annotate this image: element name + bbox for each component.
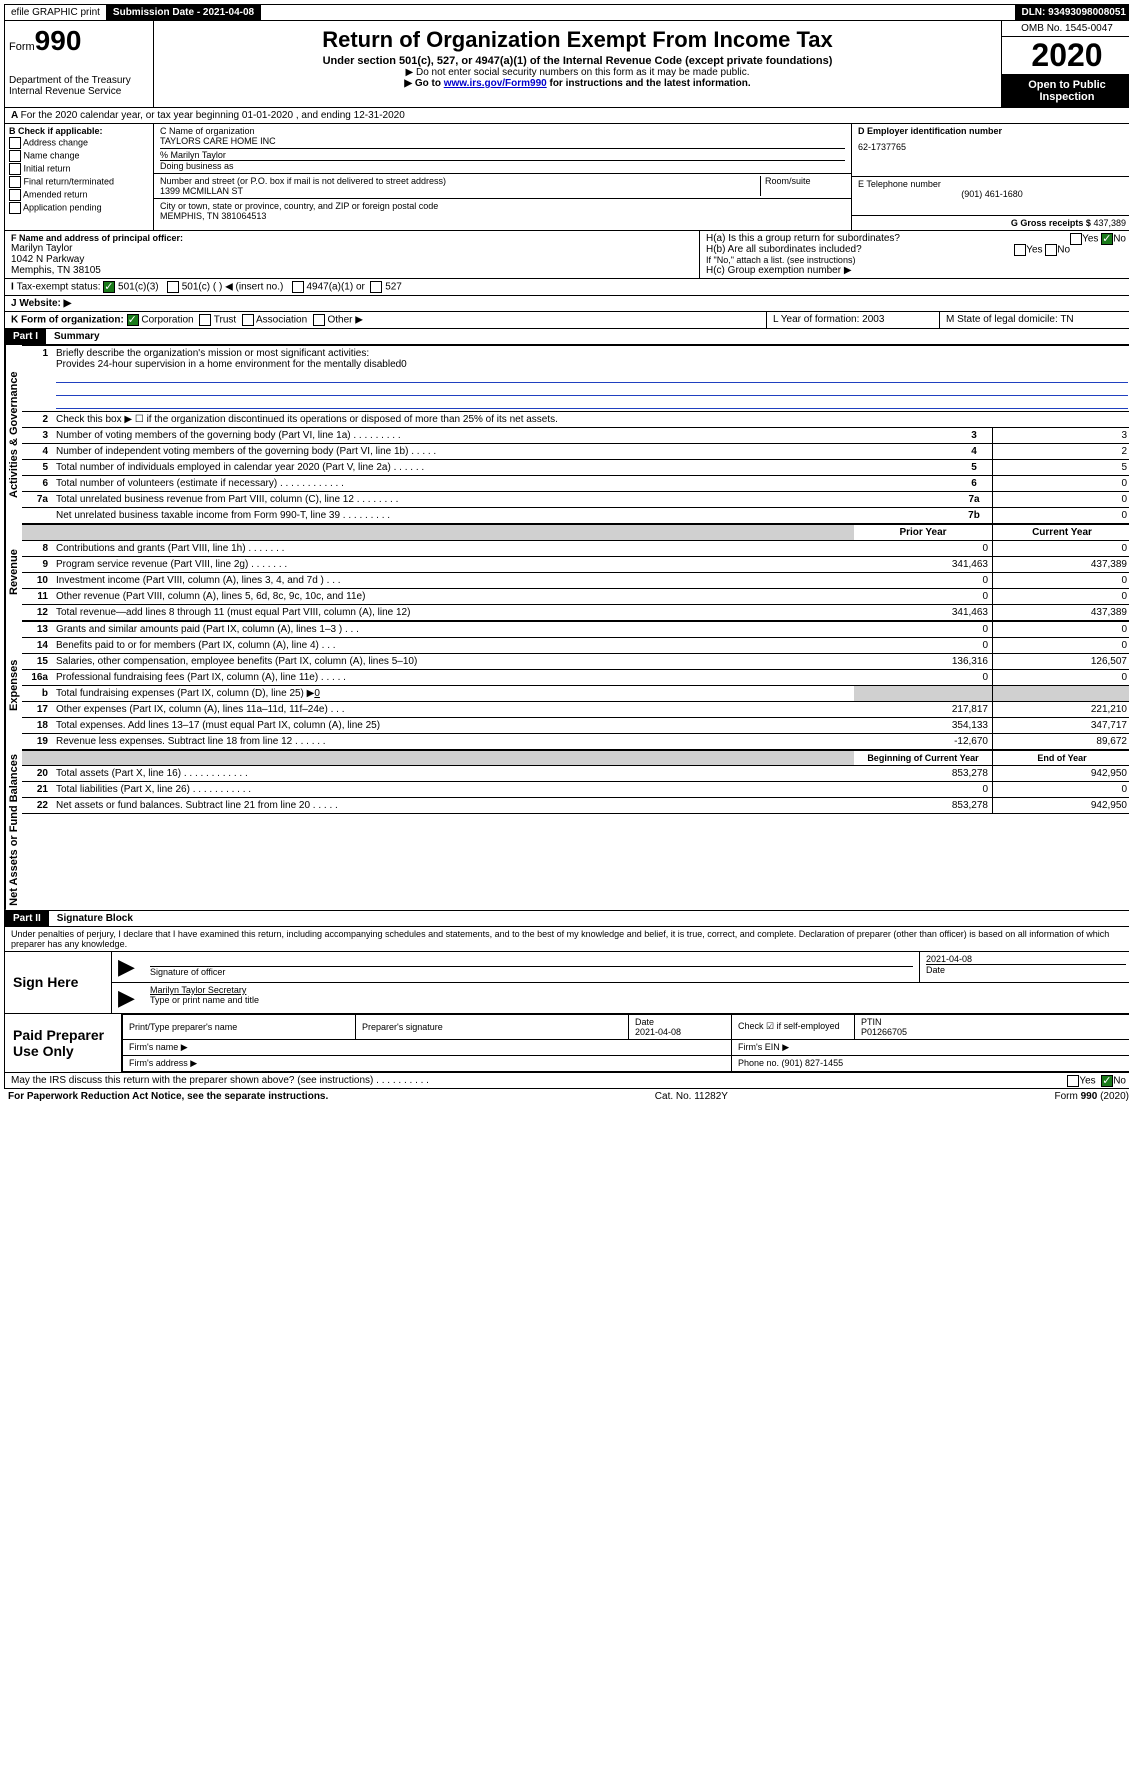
summary-netassets: Net Assets or Fund Balances Beginning of…	[4, 750, 1129, 911]
part-1-header: Part I Summary	[4, 329, 1129, 345]
form-footer: Form 990 (2020)	[1055, 1091, 1129, 1102]
officer-addr2: Memphis, TN 38105	[11, 265, 693, 276]
street-address: 1399 MCMILLAN ST	[160, 186, 760, 196]
h-c: H(c) Group exemption number ▶	[706, 265, 1126, 276]
website-row: J Website: ▶	[4, 296, 1129, 312]
side-expenses: Expenses	[5, 621, 22, 750]
officer-name: Marilyn Taylor	[11, 243, 693, 254]
state-domicile: M State of legal domicile: TN	[939, 312, 1129, 328]
submission-date: Submission Date - 2021-04-08	[107, 5, 261, 20]
inspection-label: Open to Public Inspection	[1002, 75, 1129, 107]
sign-here-label: Sign Here	[5, 952, 112, 1013]
phone-value: (901) 461-1680	[858, 189, 1126, 199]
entity-info: B Check if applicable: Address change Na…	[4, 124, 1129, 231]
room-suite: Room/suite	[760, 176, 845, 196]
gross-receipts: 437,389	[1093, 218, 1126, 228]
perjury-text: Under penalties of perjury, I declare th…	[4, 927, 1129, 952]
officer-label: F Name and address of principal officer:	[11, 233, 693, 243]
care-of: % Marilyn Taylor	[160, 148, 845, 160]
ein-label: D Employer identification number	[858, 126, 1126, 136]
irs-label: Internal Revenue Service	[9, 86, 149, 97]
paid-preparer-block: Paid Preparer Use Only Print/Type prepar…	[4, 1014, 1129, 1073]
year-formation: L Year of formation: 2003	[766, 312, 939, 328]
form990-link[interactable]: www.irs.gov/Form990	[444, 78, 547, 89]
phone-label: E Telephone number	[858, 179, 1126, 189]
officer-addr1: 1042 N Parkway	[11, 254, 693, 265]
efile-label[interactable]: efile GRAPHIC print	[5, 5, 107, 20]
footer: For Paperwork Reduction Act Notice, see …	[4, 1089, 1129, 1104]
form-number: Form990	[9, 25, 149, 57]
dln: DLN: 93493098008051	[1015, 5, 1129, 20]
tax-status-row: I Tax-exempt status: 501(c)(3) 501(c) ( …	[4, 279, 1129, 296]
org-name-label: C Name of organization	[160, 126, 845, 136]
note-link: ▶ Go to www.irs.gov/Form990 for instruct…	[162, 78, 993, 89]
form-title: Return of Organization Exempt From Incom…	[162, 27, 993, 53]
k-row: K Form of organization: Corporation Trus…	[4, 312, 1129, 329]
form-subtitle: Under section 501(c), 527, or 4947(a)(1)…	[162, 55, 993, 67]
city-label: City or town, state or province, country…	[160, 201, 845, 211]
tax-year: 2020	[1002, 37, 1129, 75]
side-net: Net Assets or Fund Balances	[5, 750, 22, 910]
note-ssn: ▶ Do not enter social security numbers o…	[162, 67, 993, 78]
city-state-zip: MEMPHIS, TN 381064513	[160, 211, 845, 221]
check-applicable: B Check if applicable: Address change Na…	[5, 124, 154, 230]
summary-revenue: Revenue Prior YearCurrent Year 8Contribu…	[4, 524, 1129, 621]
side-revenue: Revenue	[5, 524, 22, 621]
summary-expenses: Expenses 13Grants and similar amounts pa…	[4, 621, 1129, 750]
form-header: Form990 Department of the Treasury Inter…	[4, 21, 1129, 108]
sign-here-block: Sign Here ▶ Signature of officer 2021-04…	[4, 952, 1129, 1014]
tax-year-row: A For the 2020 calendar year, or tax yea…	[4, 108, 1129, 124]
omb-number: OMB No. 1545-0047	[1002, 21, 1129, 37]
mission-text: Provides 24-hour supervision in a home e…	[56, 359, 407, 370]
h-a: H(a) Is this a group return for subordin…	[706, 233, 1126, 244]
part-2-header: Part II Signature Block	[4, 911, 1129, 927]
addr-label: Number and street (or P.O. box if mail i…	[160, 176, 760, 186]
org-name: TAYLORS CARE HOME INC	[160, 136, 845, 146]
h-b-note: If "No," attach a list. (see instruction…	[706, 255, 1126, 265]
paid-preparer-label: Paid Preparer Use Only	[5, 1014, 122, 1072]
discuss-row: May the IRS discuss this return with the…	[4, 1073, 1129, 1089]
dept-label: Department of the Treasury	[9, 75, 149, 86]
officer-group-row: F Name and address of principal officer:…	[4, 231, 1129, 279]
summary-governance: Activities & Governance 1 Briefly descri…	[4, 345, 1129, 524]
dba-label: Doing business as	[160, 160, 845, 171]
side-governance: Activities & Governance	[5, 345, 22, 524]
h-b: H(b) Are all subordinates included? Yes …	[706, 244, 1126, 255]
ein-value: 62-1737765	[858, 142, 1126, 152]
top-bar: efile GRAPHIC print Submission Date - 20…	[4, 4, 1129, 21]
